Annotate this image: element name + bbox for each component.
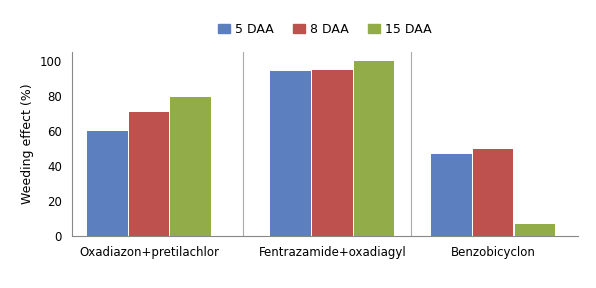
- Bar: [432, 154, 471, 236]
- Bar: [473, 149, 513, 236]
- Bar: [271, 71, 311, 236]
- Bar: [129, 112, 169, 236]
- Y-axis label: Weeding effect (%): Weeding effect (%): [21, 84, 34, 204]
- Legend: 5 DAA, 8 DAA, 15 DAA: 5 DAA, 8 DAA, 15 DAA: [213, 18, 437, 41]
- Bar: [515, 224, 555, 236]
- Bar: [87, 131, 128, 236]
- Bar: [312, 70, 352, 236]
- Bar: [354, 60, 394, 236]
- Bar: [170, 97, 211, 236]
